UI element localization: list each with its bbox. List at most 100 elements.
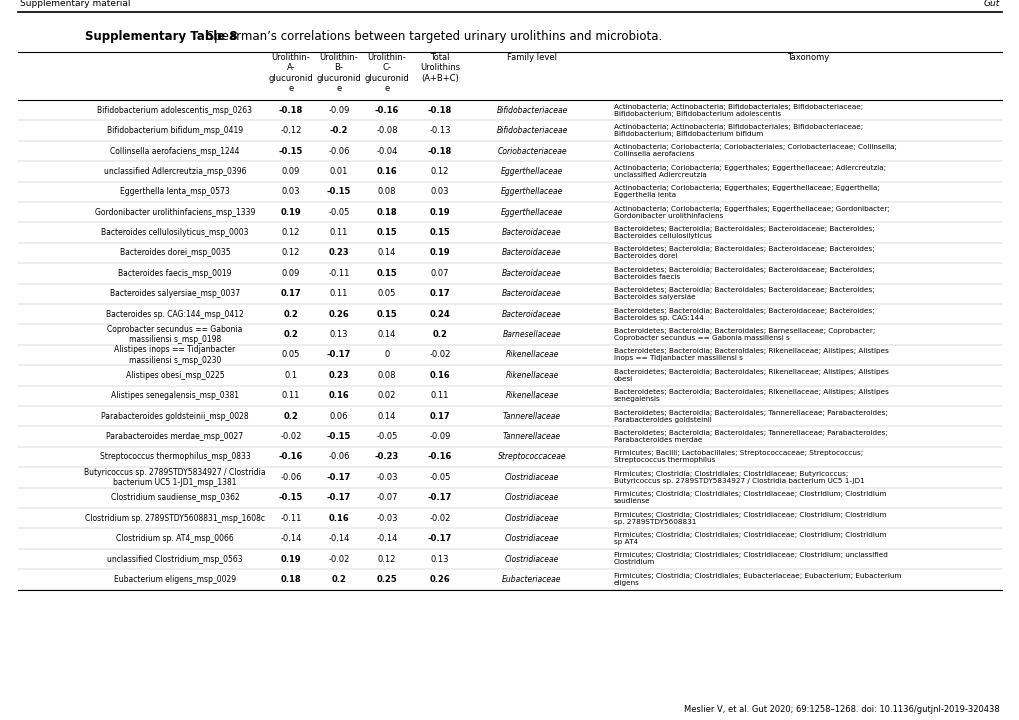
Text: Bacteroidetes; Bacteroidia; Bacteroidales; Rikenellaceae; Alistipes; Alistipes
o: Bacteroidetes; Bacteroidia; Bacteroidale… — [613, 369, 888, 382]
Text: unclassified Clostridium_msp_0563: unclassified Clostridium_msp_0563 — [107, 554, 243, 564]
Text: -0.05: -0.05 — [429, 473, 450, 482]
Text: 0.12: 0.12 — [281, 248, 300, 258]
Text: -0.16: -0.16 — [278, 452, 303, 462]
Text: Family level: Family level — [506, 53, 556, 62]
Text: 0.26: 0.26 — [328, 310, 350, 319]
Text: -0.13: -0.13 — [429, 126, 450, 135]
Text: Clostridium sp. 2789STDY5608831_msp_1608c: Clostridium sp. 2789STDY5608831_msp_1608… — [85, 513, 265, 523]
Text: 0.15: 0.15 — [376, 228, 397, 237]
Text: Bacteroidetes; Bacteroidia; Bacteroidales; Rikenellaceae; Alistipes; Alistipes
s: Bacteroidetes; Bacteroidia; Bacteroidale… — [613, 390, 888, 402]
Text: 0.05: 0.05 — [281, 351, 300, 359]
Text: 0.19: 0.19 — [280, 554, 301, 564]
Text: Gut: Gut — [982, 0, 999, 8]
Text: -0.15: -0.15 — [326, 187, 351, 197]
Text: Urolithin-
C-
glucuronid
e: Urolithin- C- glucuronid e — [364, 53, 409, 93]
Text: Urolithin-
A-
glucuronid
e: Urolithin- A- glucuronid e — [268, 53, 313, 93]
Text: 0.17: 0.17 — [429, 412, 449, 420]
Text: 0.07: 0.07 — [430, 269, 448, 278]
Text: Firmicutes; Bacilli; Lactobacillales; Streptococcaceae; Streptococcus;
Streptoco: Firmicutes; Bacilli; Lactobacillales; St… — [613, 451, 862, 464]
Text: -0.2: -0.2 — [329, 126, 347, 135]
Text: Firmicutes; Clostridia; Clostridiales; Eubacteriaceae; Eubacterium; Eubacterium
: Firmicutes; Clostridia; Clostridiales; E… — [613, 573, 901, 586]
Text: Barnesellaceae: Barnesellaceae — [502, 330, 560, 339]
Text: Eggerthellaceae: Eggerthellaceae — [500, 167, 562, 176]
Text: 0.05: 0.05 — [377, 289, 395, 298]
Text: Urolithin-
B-
glucuronid
e: Urolithin- B- glucuronid e — [316, 53, 361, 93]
Text: Bacteroidetes; Bacteroidia; Bacteroidales; Tannerellaceae; Parabacteroides;
Para: Bacteroidetes; Bacteroidia; Bacteroidale… — [613, 430, 887, 443]
Text: Firmicutes; Clostridia; Clostridiales; Clostridiaceae; Butyricoccus;
Butyricoccu: Firmicutes; Clostridia; Clostridiales; C… — [613, 471, 864, 484]
Text: 0.12: 0.12 — [281, 228, 300, 237]
Text: 0: 0 — [384, 351, 389, 359]
Text: 0.08: 0.08 — [377, 187, 395, 197]
Text: Bacteroidetes; Bacteroidia; Bacteroidales; Rikenellaceae; Alistipes; Alistipes
i: Bacteroidetes; Bacteroidia; Bacteroidale… — [613, 348, 888, 361]
Text: Bifidobacterium bifidum_msp_0419: Bifidobacterium bifidum_msp_0419 — [107, 126, 243, 135]
Text: 0.2: 0.2 — [283, 330, 299, 339]
Text: 0.01: 0.01 — [329, 167, 347, 176]
Text: 0.24: 0.24 — [429, 310, 450, 319]
Text: 0.19: 0.19 — [280, 207, 301, 217]
Text: Firmicutes; Clostridia; Clostridiales; Clostridiaceae; Clostridium; Clostridium
: Firmicutes; Clostridia; Clostridiales; C… — [613, 491, 886, 504]
Text: 0.17: 0.17 — [429, 289, 449, 298]
Text: Taxonomy: Taxonomy — [786, 53, 828, 62]
Text: 0.2: 0.2 — [283, 412, 299, 420]
Text: Clostridiaceae: Clostridiaceae — [504, 554, 558, 564]
Text: Supplementary material: Supplementary material — [20, 0, 130, 8]
Text: Tannerellaceae: Tannerellaceae — [502, 412, 560, 420]
Text: Firmicutes; Clostridia; Clostridiales; Clostridiaceae; Clostridium; unclassified: Firmicutes; Clostridia; Clostridiales; C… — [613, 552, 887, 565]
Text: -0.15: -0.15 — [278, 146, 303, 156]
Text: Clostridiaceae: Clostridiaceae — [504, 513, 558, 523]
Text: Rikenellaceae: Rikenellaceae — [504, 351, 558, 359]
Text: 0.14: 0.14 — [377, 248, 395, 258]
Text: Bacteroidetes; Bacteroidia; Bacteroidales; Bacteroidaceae; Bacteroides;
Bacteroi: Bacteroidetes; Bacteroidia; Bacteroidale… — [613, 267, 873, 280]
Text: 0.26: 0.26 — [429, 575, 450, 584]
Text: -0.07: -0.07 — [376, 493, 397, 503]
Text: 0.19: 0.19 — [429, 248, 449, 258]
Text: -0.02: -0.02 — [280, 432, 302, 441]
Text: -0.04: -0.04 — [376, 146, 397, 156]
Text: Bacteroidetes; Bacteroidia; Bacteroidales; Bacteroidaceae; Bacteroides;
Bacteroi: Bacteroidetes; Bacteroidia; Bacteroidale… — [613, 226, 873, 239]
Text: 0.12: 0.12 — [377, 554, 395, 564]
Text: 0.15: 0.15 — [376, 310, 397, 319]
Text: 0.1: 0.1 — [284, 371, 298, 380]
Text: -0.15: -0.15 — [326, 432, 351, 441]
Text: Bifidobacteriaceae: Bifidobacteriaceae — [496, 106, 568, 114]
Text: 0.13: 0.13 — [329, 330, 347, 339]
Text: Alistipes inops == Tidjanbacter
massiliensi s_msp_0230: Alistipes inops == Tidjanbacter massilie… — [114, 346, 235, 365]
Text: Bacteroidaceae: Bacteroidaceae — [501, 269, 561, 278]
Text: 0.25: 0.25 — [376, 575, 397, 584]
Text: Bacteroidetes; Bacteroidia; Bacteroidales; Barnesellaceae; Coprobacter;
Coprobac: Bacteroidetes; Bacteroidia; Bacteroidale… — [613, 328, 874, 341]
Text: -0.14: -0.14 — [376, 534, 397, 543]
Text: Tannerellaceae: Tannerellaceae — [502, 432, 560, 441]
Text: Eubacterium eligens_msp_0029: Eubacterium eligens_msp_0029 — [114, 575, 235, 584]
Text: Actinobacteria; Actinobacteria; Bifidobacteriales; Bifidobacteriaceae;
Bifidobac: Actinobacteria; Actinobacteria; Bifidoba… — [613, 104, 862, 117]
Text: Actinobacteria; Coriobacteria; Eggerthales; Eggerthellaceae; Eggerthella;
Eggert: Actinobacteria; Coriobacteria; Eggerthal… — [613, 185, 878, 198]
Text: -0.14: -0.14 — [328, 534, 350, 543]
Text: Total
Urolithins
(A+B+C): Total Urolithins (A+B+C) — [420, 53, 460, 83]
Text: Supplementary Table 8: Supplementary Table 8 — [85, 30, 237, 43]
Text: Eggerthellaceae: Eggerthellaceae — [500, 187, 562, 197]
Text: 0.15: 0.15 — [429, 228, 450, 237]
Text: unclassified Adlercreutzia_msp_0396: unclassified Adlercreutzia_msp_0396 — [104, 167, 246, 176]
Text: -0.18: -0.18 — [427, 106, 451, 114]
Text: -0.17: -0.17 — [326, 493, 351, 503]
Text: -0.17: -0.17 — [427, 493, 451, 503]
Text: Bacteroides salyersiae_msp_0037: Bacteroides salyersiae_msp_0037 — [110, 289, 239, 298]
Text: Coprobacter secundus == Gabonia
massiliensi s_msp_0198: Coprobacter secundus == Gabonia massilie… — [107, 325, 243, 344]
Text: -0.11: -0.11 — [280, 513, 302, 523]
Text: 0.12: 0.12 — [430, 167, 448, 176]
Text: Eubacteriaceae: Eubacteriaceae — [501, 575, 561, 584]
Text: Alistipes obesi_msp_0225: Alistipes obesi_msp_0225 — [125, 371, 224, 380]
Text: 0.09: 0.09 — [281, 269, 300, 278]
Text: -0.08: -0.08 — [376, 126, 397, 135]
Text: Clostridiaceae: Clostridiaceae — [504, 534, 558, 543]
Text: Collinsella aerofaciens_msp_1244: Collinsella aerofaciens_msp_1244 — [110, 146, 239, 156]
Text: -0.05: -0.05 — [328, 207, 350, 217]
Text: -0.11: -0.11 — [328, 269, 350, 278]
Text: -0.17: -0.17 — [427, 534, 451, 543]
Text: 0.15: 0.15 — [376, 269, 397, 278]
Text: 0.2: 0.2 — [283, 310, 299, 319]
Text: Actinobacteria; Coriobacteria; Eggerthales; Eggerthellaceae; Adlercreutzia;
uncl: Actinobacteria; Coriobacteria; Eggerthal… — [613, 165, 886, 178]
Text: 0.13: 0.13 — [430, 554, 448, 564]
Text: 0.23: 0.23 — [328, 371, 348, 380]
Text: Coriobacteriaceae: Coriobacteriaceae — [496, 146, 567, 156]
Text: -0.06: -0.06 — [328, 452, 350, 462]
